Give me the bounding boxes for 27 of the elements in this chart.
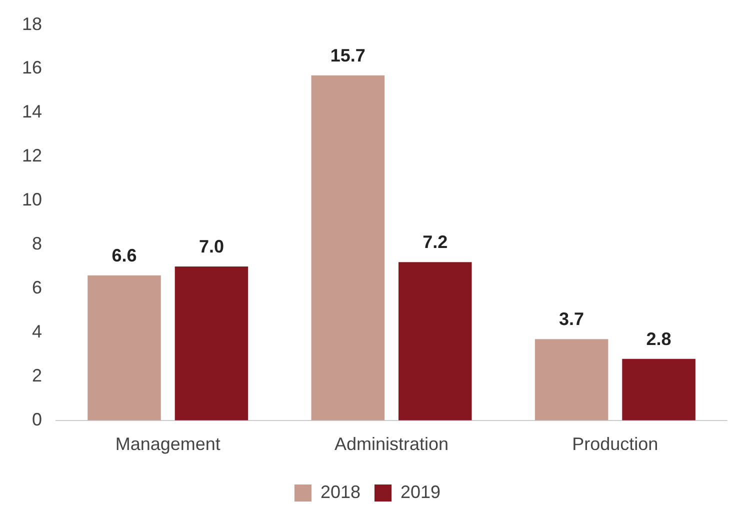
y-tick-label: 16: [22, 58, 42, 78]
y-tick-label: 14: [22, 102, 42, 122]
y-tick-label: 2: [32, 365, 42, 386]
bar: [622, 358, 696, 420]
bar: [398, 262, 472, 420]
data-label: 6.6: [112, 245, 137, 266]
y-tick-label: 8: [32, 234, 42, 254]
bar: [534, 339, 608, 420]
data-label: 7.2: [422, 232, 448, 252]
bar: [174, 266, 248, 420]
x-tick-label: Management: [115, 434, 220, 454]
bar: [88, 275, 161, 420]
legend-label: 2018: [320, 482, 361, 502]
data-label: 3.7: [559, 309, 584, 330]
x-tick-label: Production: [572, 434, 658, 454]
y-tick-label: 18: [22, 14, 42, 34]
data-label: 15.7: [330, 45, 366, 66]
y-tick-label: 4: [32, 321, 42, 342]
y-tick-label: 12: [22, 146, 42, 166]
y-tick-label: 0: [32, 409, 42, 430]
y-tick-label: 6: [32, 278, 42, 298]
bar: [311, 75, 385, 420]
x-tick-label: Administration: [334, 434, 449, 454]
legend-label: 2019: [400, 482, 441, 502]
y-tick-label: 10: [22, 190, 42, 210]
data-label: 7.0: [198, 236, 224, 257]
data-label: 2.8: [646, 328, 672, 349]
